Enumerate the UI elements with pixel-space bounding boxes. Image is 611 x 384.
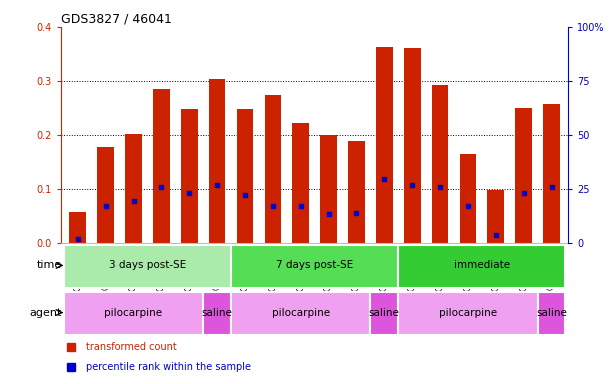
Bar xyxy=(231,245,398,288)
Text: pilocarpine: pilocarpine xyxy=(104,308,163,318)
Bar xyxy=(543,104,560,243)
Bar xyxy=(398,245,565,288)
Text: saline: saline xyxy=(369,308,400,318)
Text: immediate: immediate xyxy=(454,260,510,270)
Bar xyxy=(459,154,477,243)
Bar xyxy=(209,79,225,243)
Bar xyxy=(515,108,532,243)
Text: pilocarpine: pilocarpine xyxy=(439,308,497,318)
Bar xyxy=(64,245,231,288)
Bar xyxy=(348,141,365,243)
Bar xyxy=(236,109,254,243)
Text: transformed count: transformed count xyxy=(87,342,177,352)
Bar xyxy=(320,135,337,243)
Text: agent: agent xyxy=(29,308,62,318)
Bar xyxy=(97,147,114,243)
Text: 7 days post-SE: 7 days post-SE xyxy=(276,260,353,270)
Bar xyxy=(181,109,197,243)
Text: GDS3827 / 46041: GDS3827 / 46041 xyxy=(61,13,172,26)
Bar xyxy=(404,48,420,243)
Text: saline: saline xyxy=(202,308,233,318)
Text: 3 days post-SE: 3 days post-SE xyxy=(109,260,186,270)
Bar xyxy=(293,123,309,243)
Bar xyxy=(153,89,170,243)
Bar xyxy=(488,190,504,243)
Bar xyxy=(203,292,231,335)
Bar xyxy=(376,47,393,243)
Bar xyxy=(265,96,281,243)
Bar xyxy=(64,292,203,335)
Bar xyxy=(70,212,86,243)
Text: saline: saline xyxy=(536,308,567,318)
Text: percentile rank within the sample: percentile rank within the sample xyxy=(87,361,252,371)
Bar xyxy=(538,292,565,335)
Text: pilocarpine: pilocarpine xyxy=(272,308,330,318)
Bar xyxy=(231,292,370,335)
Bar xyxy=(125,134,142,243)
Bar xyxy=(432,84,448,243)
Bar xyxy=(370,292,398,335)
Bar xyxy=(398,292,538,335)
Text: time: time xyxy=(37,260,62,270)
